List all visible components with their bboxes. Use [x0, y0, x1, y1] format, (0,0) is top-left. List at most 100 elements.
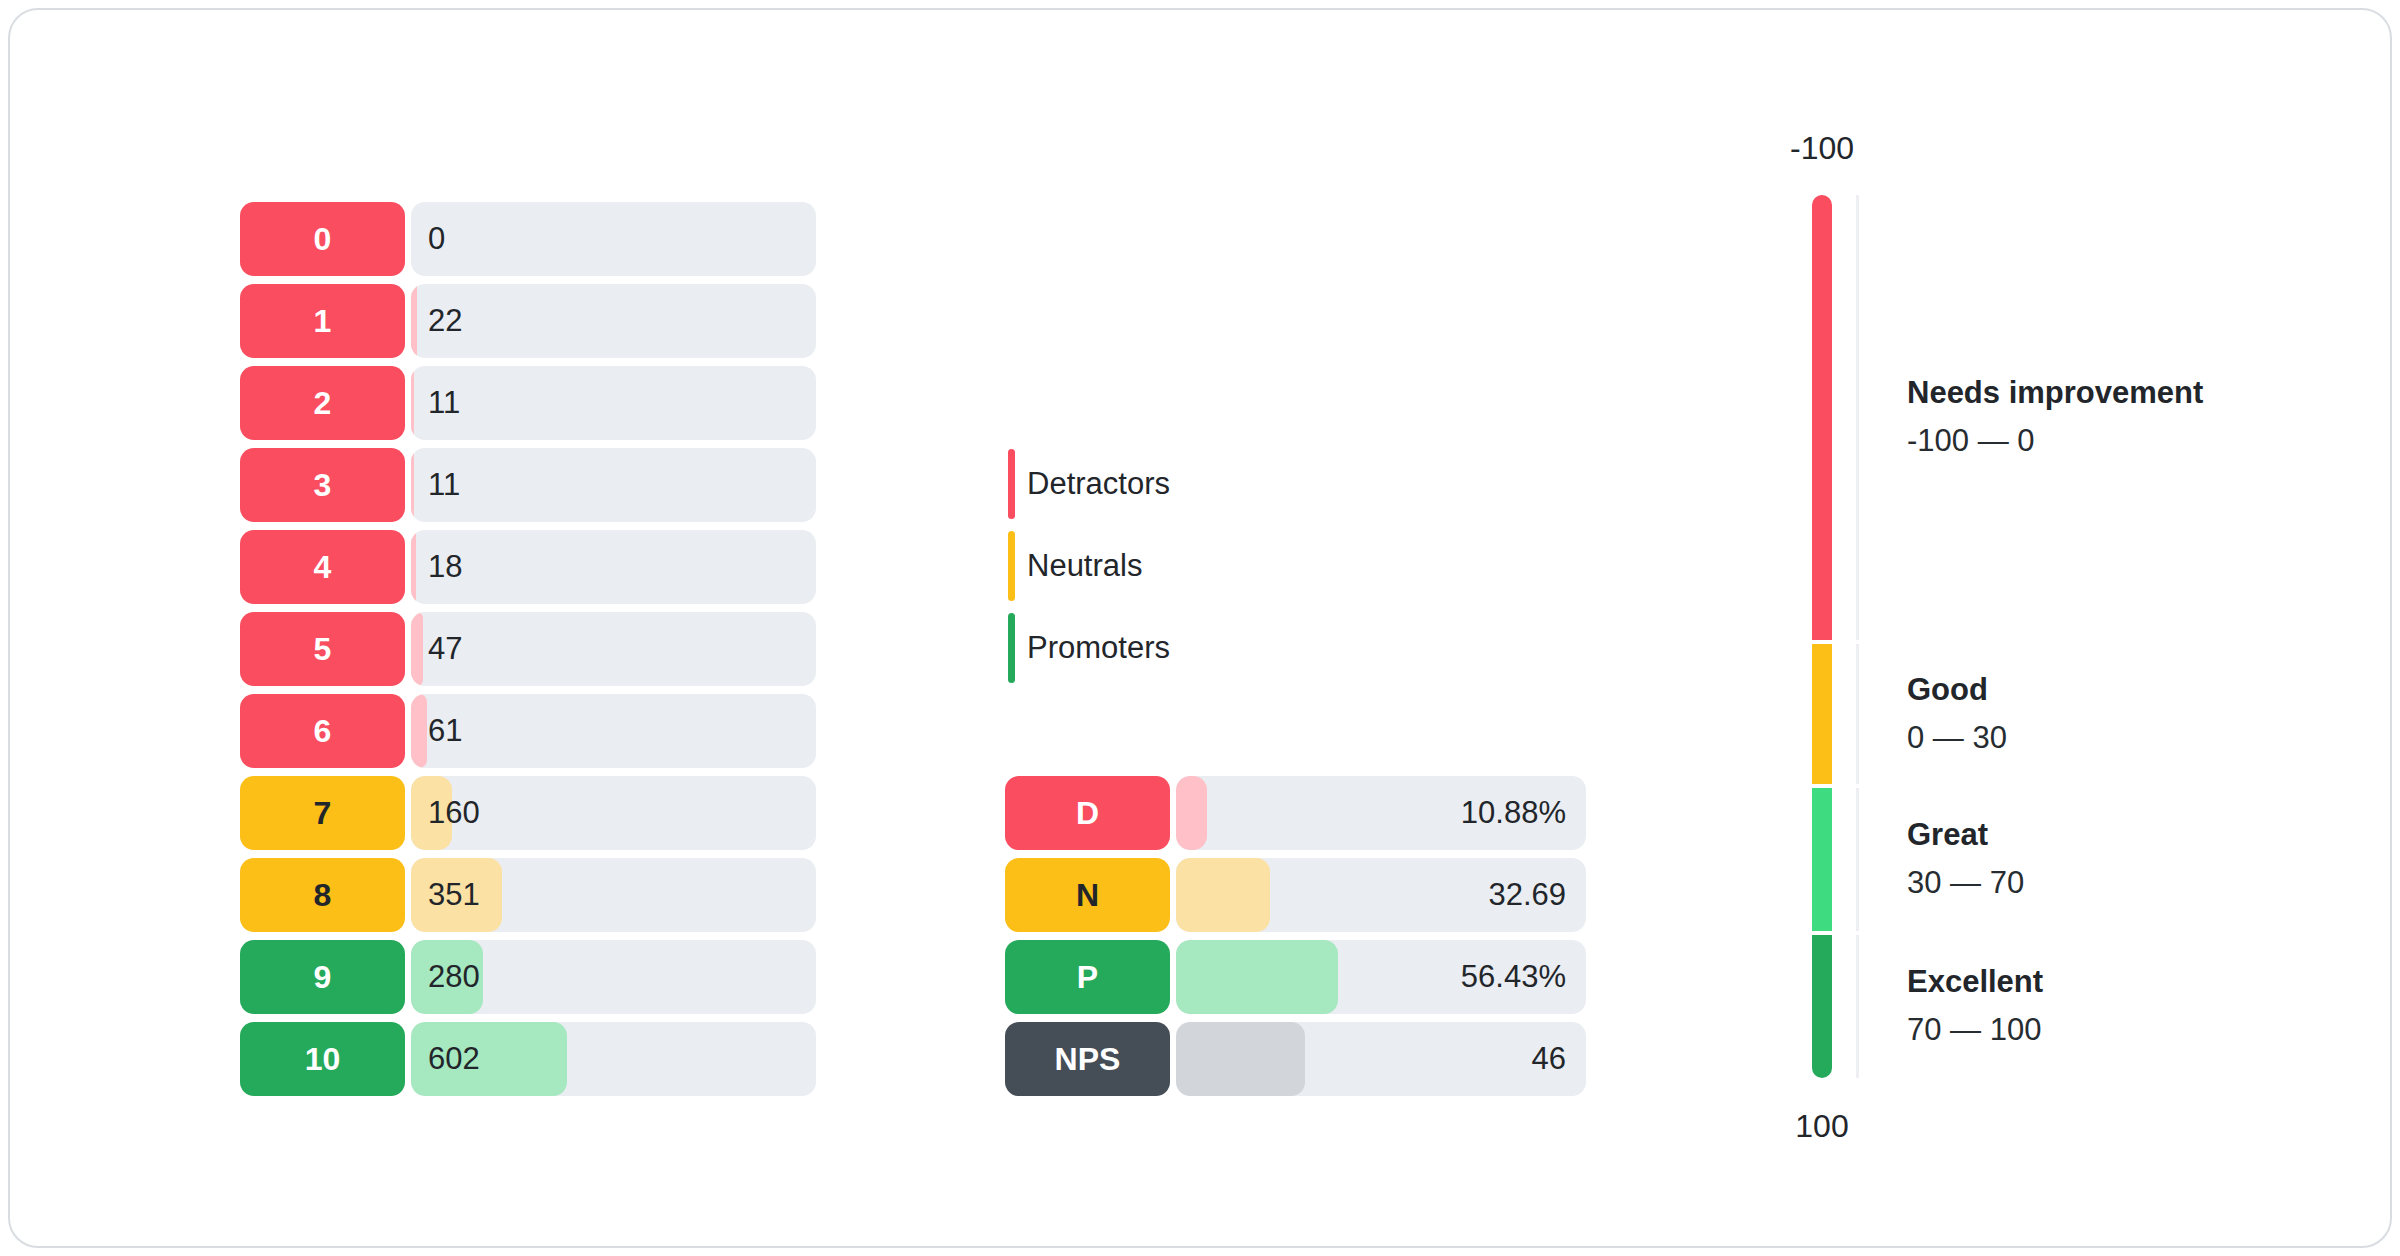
gauge-zone-range: 70 — 100: [1907, 1012, 2043, 1048]
score-fill: [411, 284, 417, 358]
score-badge: 2: [240, 366, 405, 440]
gauge-zone-title: Great: [1907, 817, 2024, 853]
score-count: 351: [428, 877, 480, 913]
gauge-zone-title: Good: [1907, 672, 2007, 708]
gauge-axis-line-segment: [1856, 195, 1859, 640]
score-row-6: 6 61: [240, 694, 816, 768]
gauge-zone-title: Needs improvement: [1907, 375, 2203, 411]
summary-badge: D: [1005, 776, 1170, 850]
gauge-segment-excellent: [1812, 935, 1832, 1078]
gauge-zone-label-good: Good 0 — 30: [1907, 672, 2007, 756]
score-track: 351: [411, 858, 816, 932]
score-fill: [411, 612, 423, 686]
summary-fill: [1176, 776, 1207, 850]
score-fill: [411, 694, 427, 768]
score-row-1: 1 22: [240, 284, 816, 358]
score-track: 61: [411, 694, 816, 768]
score-badge: 9: [240, 940, 405, 1014]
score-track: 280: [411, 940, 816, 1014]
score-row-10: 10 602: [240, 1022, 816, 1096]
summary-track: 56.43%: [1176, 940, 1586, 1014]
neutrals-swatch-icon: [1008, 531, 1015, 601]
score-fill: [411, 366, 414, 440]
score-row-5: 5 47: [240, 612, 816, 686]
legend: Detractors Neutrals Promoters: [1008, 449, 1170, 683]
score-track: 602: [411, 1022, 816, 1096]
score-badge: 7: [240, 776, 405, 850]
score-badge: 5: [240, 612, 405, 686]
score-row-7: 7 160: [240, 776, 816, 850]
summary-fill: [1176, 1022, 1305, 1096]
gauge-zone-label-needs-improvement: Needs improvement -100 — 0: [1907, 375, 2203, 459]
score-row-0: 0 0: [240, 202, 816, 276]
promoters-swatch-icon: [1008, 613, 1015, 683]
score-fill: [411, 448, 414, 522]
summary-fill: [1176, 858, 1270, 932]
legend-item-promoters: Promoters: [1008, 613, 1170, 683]
summary-fill: [1176, 940, 1338, 1014]
gauge-zone-range: -100 — 0: [1907, 423, 2203, 459]
score-count: 0: [428, 221, 445, 257]
summary-track: 10.88%: [1176, 776, 1586, 850]
score-track: 11: [411, 366, 816, 440]
gauge-bar: [1812, 195, 1832, 1078]
gauge-axis-line-segment: [1856, 788, 1859, 931]
gauge-zone-range: 0 — 30: [1907, 720, 2007, 756]
gauge-zone-title: Excellent: [1907, 964, 2043, 1000]
score-count: 11: [428, 467, 460, 503]
summary-track: 32.69: [1176, 858, 1586, 932]
score-track: 47: [411, 612, 816, 686]
gauge-max-label: 100: [1795, 1108, 1848, 1145]
summary-row-detractors: D 10.88%: [1005, 776, 1586, 850]
score-row-3: 3 11: [240, 448, 816, 522]
nps-dashboard: 0 0 1 22 2 11: [0, 0, 2400, 1256]
score-track: 22: [411, 284, 816, 358]
summary-badge: NPS: [1005, 1022, 1170, 1096]
score-count: 18: [428, 549, 462, 585]
gauge-segment-good: [1812, 644, 1832, 784]
gauge-axis-line: [1856, 195, 1859, 1078]
gauge-axis-line-segment: [1856, 644, 1859, 784]
score-count: 61: [428, 713, 462, 749]
nps-summary-chart: D 10.88% N 32.69 P 56.43%: [1005, 776, 1586, 1096]
score-distribution-chart: 0 0 1 22 2 11: [240, 202, 816, 1096]
summary-track: 46: [1176, 1022, 1586, 1096]
summary-value: 56.43%: [1461, 959, 1566, 995]
score-row-2: 2 11: [240, 366, 816, 440]
score-count: 22: [428, 303, 462, 339]
summary-row-neutrals: N 32.69: [1005, 858, 1586, 932]
score-count: 160: [428, 795, 480, 831]
score-badge: 1: [240, 284, 405, 358]
score-badge: 0: [240, 202, 405, 276]
score-badge: 6: [240, 694, 405, 768]
score-row-9: 9 280: [240, 940, 816, 1014]
score-track: 18: [411, 530, 816, 604]
legend-label: Neutrals: [1027, 548, 1142, 584]
legend-label: Promoters: [1027, 630, 1170, 666]
score-track: 160: [411, 776, 816, 850]
gauge-zone-label-great: Great 30 — 70: [1907, 817, 2024, 901]
summary-row-promoters: P 56.43%: [1005, 940, 1586, 1014]
score-count: 47: [428, 631, 462, 667]
summary-badge: P: [1005, 940, 1170, 1014]
dashboard-card: 0 0 1 22 2 11: [8, 8, 2392, 1248]
detractors-swatch-icon: [1008, 449, 1015, 519]
legend-item-detractors: Detractors: [1008, 449, 1170, 519]
score-badge: 4: [240, 530, 405, 604]
gauge-min-label: -100: [1790, 130, 1854, 167]
score-badge: 8: [240, 858, 405, 932]
score-fill: [411, 530, 416, 604]
summary-value: 46: [1532, 1041, 1566, 1077]
gauge-zone-range: 30 — 70: [1907, 865, 2024, 901]
score-row-4: 4 18: [240, 530, 816, 604]
score-track: 11: [411, 448, 816, 522]
gauge-zone-label-excellent: Excellent 70 — 100: [1907, 964, 2043, 1048]
gauge-segment-needs-improvement: [1812, 195, 1832, 640]
score-badge: 10: [240, 1022, 405, 1096]
gauge-segment-great: [1812, 788, 1832, 931]
score-count: 602: [428, 1041, 480, 1077]
summary-value: 32.69: [1488, 877, 1566, 913]
gauge-axis-line-segment: [1856, 935, 1859, 1078]
legend-item-neutrals: Neutrals: [1008, 531, 1170, 601]
score-count: 280: [428, 959, 480, 995]
